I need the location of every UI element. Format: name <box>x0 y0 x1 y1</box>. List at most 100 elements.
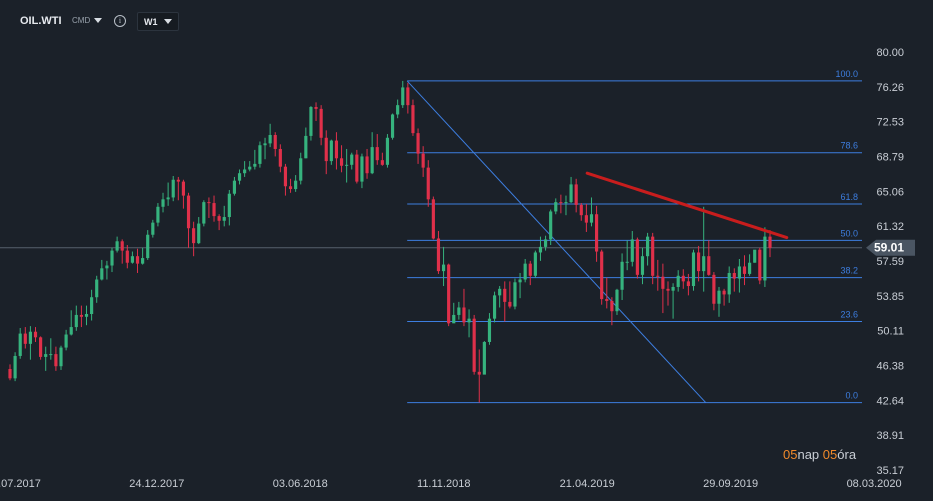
candle <box>457 301 461 320</box>
candle <box>763 227 767 287</box>
candle <box>54 346 58 371</box>
candle <box>294 175 298 192</box>
candle <box>467 309 471 338</box>
candle <box>487 313 492 345</box>
candle <box>360 153 364 189</box>
candle-body <box>84 314 89 317</box>
candle-body <box>600 251 604 300</box>
candle <box>620 253 624 301</box>
candle <box>753 249 757 263</box>
info-icon[interactable]: i <box>114 15 126 27</box>
timeframe-label: W1 <box>144 16 158 27</box>
candle <box>79 305 83 328</box>
candle <box>462 288 466 327</box>
candle <box>202 200 206 227</box>
candle-body <box>268 134 272 144</box>
candle <box>273 132 277 157</box>
candle-body <box>360 156 364 182</box>
candle-body <box>498 288 502 296</box>
fib-level-label: 100.0 <box>835 69 858 79</box>
candle-body <box>243 169 247 174</box>
candle <box>115 236 119 253</box>
candle <box>543 235 548 251</box>
candle-body <box>503 288 507 302</box>
candle <box>248 161 252 172</box>
fib-level-label: 50.0 <box>840 228 858 238</box>
candle-body <box>737 266 741 279</box>
candle-body <box>462 307 466 323</box>
candle <box>518 272 522 299</box>
candle-body <box>176 179 180 182</box>
fib-level-label: 61.8 <box>840 192 858 202</box>
candle-body <box>355 154 359 182</box>
candle-body <box>589 214 594 223</box>
candle-body <box>273 134 277 149</box>
candle-body <box>554 202 558 212</box>
candle <box>299 152 303 185</box>
candle-body <box>339 158 344 166</box>
candle <box>712 272 716 311</box>
candle-body <box>324 137 328 162</box>
candle-body <box>671 286 675 291</box>
candle-body <box>365 156 369 174</box>
candle <box>304 127 308 159</box>
candle <box>84 305 89 326</box>
candle <box>656 259 660 291</box>
candle <box>49 338 53 360</box>
candle <box>334 132 339 170</box>
candle <box>385 134 390 168</box>
candle-body <box>472 318 476 372</box>
x-tick-label: 29.09.2019 <box>703 478 758 490</box>
candle-body <box>610 300 614 312</box>
candle-body <box>676 275 680 287</box>
candle <box>370 132 374 175</box>
candle-body <box>396 105 400 115</box>
candle-body <box>278 148 282 167</box>
candle-body <box>258 145 262 164</box>
candle-body <box>763 236 767 281</box>
candle-body <box>151 222 155 235</box>
y-tick-label: 42.64 <box>876 395 904 407</box>
candle-body <box>100 268 104 280</box>
candle <box>350 152 354 170</box>
candle-body <box>436 238 441 272</box>
candle-body <box>549 211 553 240</box>
candle <box>192 221 196 257</box>
y-tick-label: 68.79 <box>876 152 904 164</box>
candle-body <box>513 282 517 307</box>
candle <box>39 336 43 360</box>
candle-body <box>28 331 32 344</box>
candle-body <box>156 206 160 223</box>
x-tick-label: 03.06.2018 <box>273 478 328 490</box>
candle-body <box>329 140 333 162</box>
candle <box>533 250 537 278</box>
candle <box>120 239 124 264</box>
candle-body <box>457 307 461 315</box>
candle-body <box>217 216 221 221</box>
candle <box>421 146 425 177</box>
candle <box>212 195 216 222</box>
candle <box>186 192 191 248</box>
candle-body <box>227 193 231 218</box>
instrument-type-label: CMD <box>72 16 91 25</box>
candle <box>431 196 435 240</box>
candle-body <box>564 202 568 204</box>
candle-body <box>605 299 609 301</box>
candle <box>100 259 104 281</box>
timeframe-dropdown[interactable]: W1 <box>137 12 179 31</box>
candle <box>584 203 588 232</box>
candle <box>416 128 420 164</box>
candle-body <box>207 202 211 204</box>
candle-body <box>452 314 456 324</box>
instrument-type-dropdown[interactable]: CMD <box>72 16 103 25</box>
candle <box>278 144 282 173</box>
candle-body <box>543 239 548 247</box>
y-tick-label: 57.59 <box>876 256 904 268</box>
candle-body <box>416 133 420 154</box>
candle-body <box>171 179 175 198</box>
candle-body <box>385 137 390 165</box>
y-tick-label: 65.06 <box>876 186 904 198</box>
candle <box>702 206 706 292</box>
